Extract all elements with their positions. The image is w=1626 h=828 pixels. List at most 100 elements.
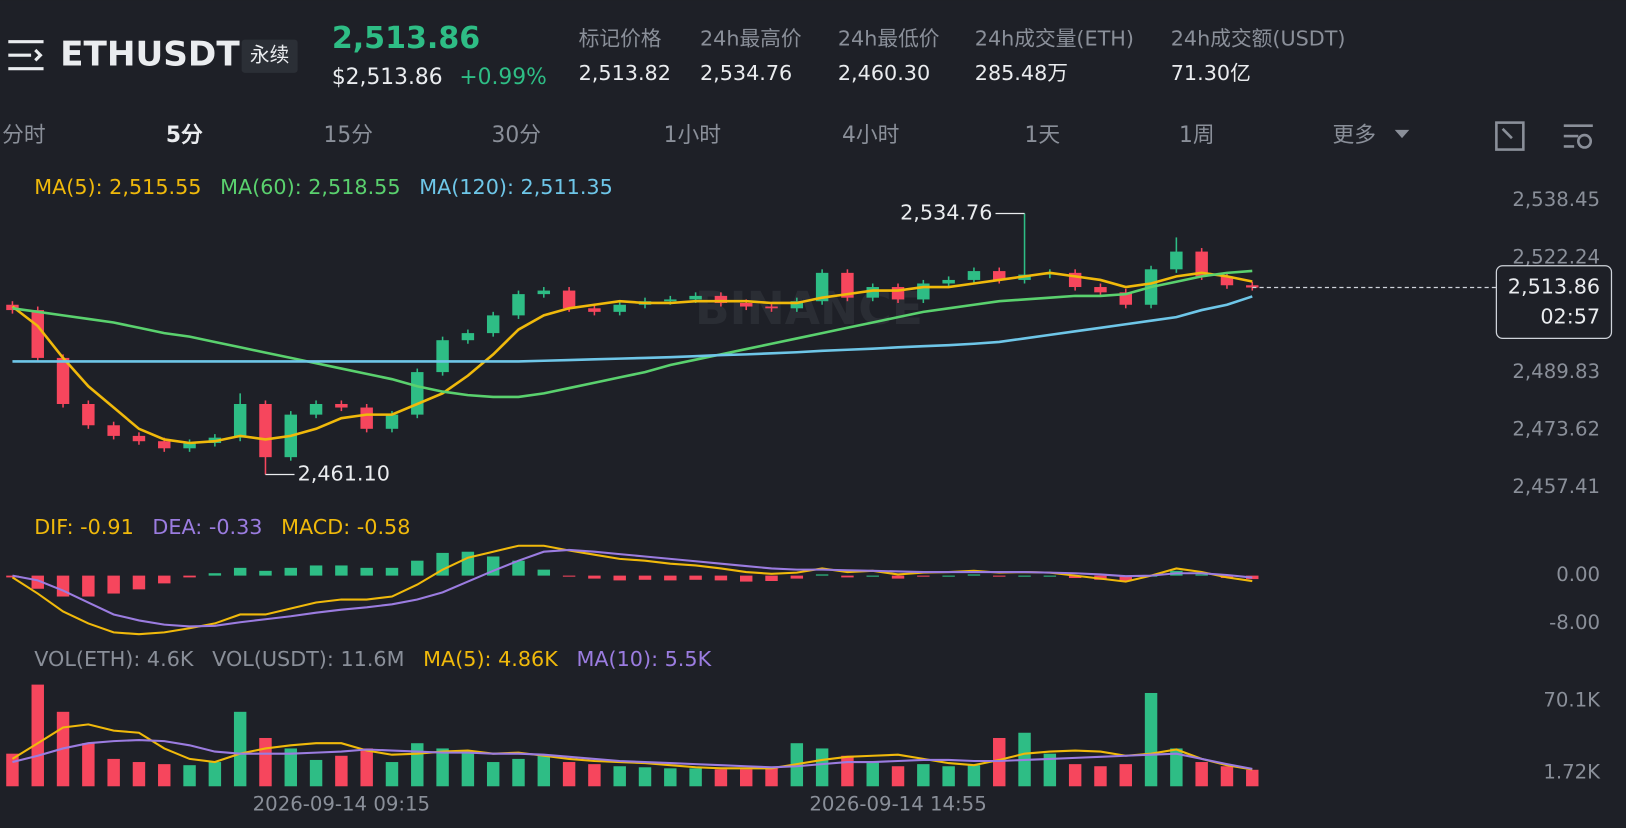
macd-bar: [664, 575, 677, 581]
interval-tab[interactable]: 1小时: [664, 123, 721, 148]
macd-bar: [1119, 575, 1132, 581]
icon-gear: [1577, 133, 1593, 149]
macd-bar: [486, 556, 500, 576]
stat-value: 2,460.30: [838, 61, 930, 85]
stat-label: 24h成交量(ETH): [975, 27, 1134, 51]
y-tick-label: 2,489.83: [1512, 360, 1600, 383]
legend-entry: VOL(USDT): 11.6M: [212, 647, 404, 671]
candle-body: [841, 272, 854, 298]
candle-body: [436, 340, 449, 373]
volume-bar: [664, 768, 677, 787]
legend-entry: MA(60): 2,518.55: [220, 175, 400, 199]
macd-bar: [1043, 575, 1057, 577]
macd-bar: [841, 575, 854, 578]
volume-bar: [385, 762, 399, 787]
macd-bar: [233, 567, 247, 576]
volume-bar: [1094, 766, 1107, 787]
volume-bar: [309, 759, 323, 787]
legend-entry: MA(10): 5.5K: [576, 647, 712, 671]
fullscreen-icon[interactable]: [1495, 121, 1525, 151]
candle-body: [360, 407, 373, 429]
volume-bar: [284, 748, 297, 787]
volume-bar: [208, 762, 222, 787]
volume-bar: [1220, 766, 1234, 787]
candle-body: [1170, 251, 1183, 270]
macd-bar: [436, 552, 449, 576]
y-tick-label: 2,473.62: [1512, 418, 1600, 441]
tag-box: [241, 39, 298, 73]
macd-bar: [284, 567, 297, 576]
icon-arrow: [1501, 127, 1513, 140]
volume-bar: [411, 743, 424, 787]
volume-bar: [486, 762, 500, 787]
low-label: 2,461.10: [298, 462, 390, 486]
volume-bar: [512, 758, 525, 787]
candle-body: [512, 294, 525, 316]
last-price-box: [1495, 265, 1613, 339]
y-tick-label: 1.72K: [1543, 760, 1601, 783]
candle-body: [486, 315, 500, 334]
contract-tag: 永续: [250, 44, 289, 67]
macd-bar: [411, 560, 424, 576]
macd-bar: [815, 574, 829, 576]
legend-entry: VOL(ETH): 4.6K: [34, 647, 195, 671]
candle-body: [765, 306, 778, 309]
interval-tab[interactable]: 更多: [1333, 123, 1377, 148]
stat-value: 2,513.82: [579, 61, 671, 85]
interval-tab[interactable]: 4小时: [842, 123, 899, 148]
indicator-line: [12, 739, 1253, 770]
volume-bar: [107, 758, 120, 787]
volume-bar: [917, 764, 930, 787]
last-price-label: 2,513.86: [1508, 275, 1600, 299]
stat-value: 71.30亿: [1171, 61, 1251, 85]
icon-frame: [1495, 121, 1525, 151]
legend-entry: DIF: -0.91: [34, 515, 134, 539]
macd-bar: [613, 575, 626, 581]
candle-body: [183, 442, 196, 449]
candle-body: [107, 425, 120, 436]
volume-bar: [335, 755, 348, 787]
settings-icon[interactable]: [1563, 124, 1593, 149]
last-price: 2,513.86: [332, 21, 480, 56]
interval-tab[interactable]: 15分: [324, 123, 373, 148]
candle-body: [689, 295, 702, 300]
countdown: 02:57: [1540, 305, 1600, 329]
symbol[interactable]: ETHUSDT: [60, 35, 240, 75]
candle-body: [1220, 276, 1234, 286]
volume-bar: [537, 755, 551, 787]
interval-tab[interactable]: 1天: [1025, 123, 1061, 148]
indicator-line: [11, 723, 1253, 771]
candle-body: [385, 414, 399, 429]
volume-bar: [1068, 764, 1082, 787]
candle-body: [411, 372, 424, 415]
interval-tab[interactable]: 30分: [492, 123, 541, 148]
macd-bar: [335, 565, 348, 576]
volume-bar: [866, 762, 879, 787]
price-change: +0.99%: [459, 65, 546, 90]
x-tick-label: 2026-09-14 09:15: [253, 792, 430, 815]
volume-bar: [31, 684, 44, 787]
volume-bar: [1195, 762, 1208, 787]
macd-bar: [638, 575, 652, 580]
volume-bar: [1119, 764, 1132, 787]
interval-tab[interactable]: 1周: [1179, 123, 1215, 148]
y-tick-label: 0.00: [1556, 563, 1600, 586]
stat-label: 标记价格: [579, 27, 662, 51]
stat-label: 24h成交额(USDT): [1171, 27, 1346, 51]
stat-value: 2,534.76: [700, 61, 792, 85]
volume-bar: [183, 765, 196, 787]
macd-bar: [512, 560, 525, 576]
candle-body: [815, 272, 829, 302]
candle-body: [233, 403, 247, 438]
indicator-line: [12, 295, 1253, 363]
interval-tab[interactable]: 分时: [2, 123, 46, 148]
candle-body: [967, 271, 981, 280]
menu-icon[interactable]: [8, 40, 44, 71]
macd-bar: [739, 575, 753, 582]
volume-bar: [436, 748, 449, 787]
candle-body: [993, 271, 1006, 280]
candle-body: [562, 290, 576, 309]
interval-tab[interactable]: 5分: [166, 123, 203, 148]
